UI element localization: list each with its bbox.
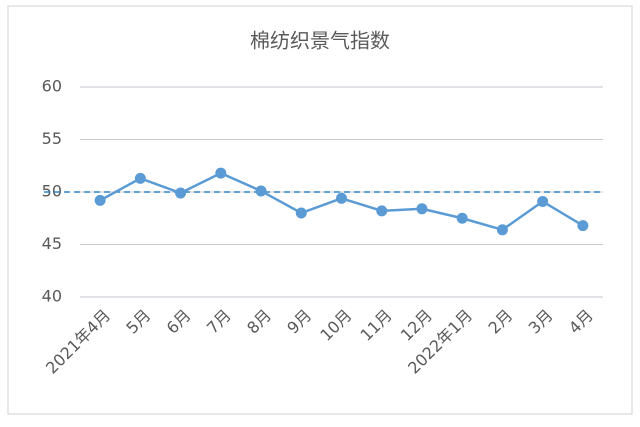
y-tick-label: 60 — [42, 77, 62, 96]
data-point — [295, 207, 307, 219]
y-tick-label: 40 — [42, 287, 62, 306]
data-point — [456, 212, 468, 224]
data-point — [496, 224, 508, 236]
data-point — [376, 205, 388, 217]
y-tick-label: 50 — [42, 182, 62, 201]
chart-frame — [7, 5, 633, 415]
data-point — [336, 192, 347, 204]
data-point — [577, 220, 589, 232]
data-point — [537, 195, 549, 207]
data-point — [94, 194, 106, 206]
data-point — [255, 185, 267, 197]
data-point — [416, 203, 428, 215]
chart-title: 棉纺织景气指数 — [250, 29, 390, 53]
data-point — [215, 167, 227, 179]
y-tick-label: 55 — [42, 129, 62, 148]
data-point — [175, 187, 187, 199]
data-point — [134, 172, 146, 184]
y-tick-label: 45 — [42, 234, 62, 253]
